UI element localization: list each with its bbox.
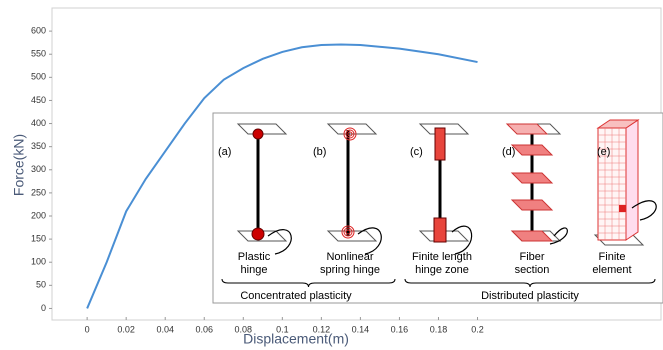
- x-tick-label: 0.2: [471, 324, 484, 334]
- element-cell: [619, 205, 626, 212]
- y-tick-label: 400: [31, 118, 46, 128]
- y-tick-label: 250: [31, 187, 46, 197]
- plate: [236, 123, 288, 135]
- arrow: [357, 227, 382, 255]
- y-tick-label: 500: [31, 72, 46, 82]
- element-top: [596, 119, 640, 129]
- element-side: [625, 119, 639, 241]
- spring: [345, 229, 351, 235]
- panel-caption: Finite length: [412, 251, 472, 263]
- panel-caption: Plastic: [238, 251, 271, 263]
- y-axis-label: Force(kN): [11, 134, 27, 196]
- x-tick-label: 0.18: [430, 324, 448, 334]
- fiber-section: [510, 144, 554, 156]
- y-tick-label: 0: [41, 303, 46, 313]
- spring: [343, 227, 353, 237]
- x-tick-label: 0.06: [195, 324, 213, 334]
- panel-tag: (b): [313, 146, 326, 158]
- panel-tag: (d): [502, 146, 515, 158]
- y-tick-label: 450: [31, 95, 46, 105]
- fiber-section: [505, 123, 549, 135]
- y-tick-label: 200: [31, 210, 46, 220]
- x-tick-label: 0.02: [117, 324, 135, 334]
- panel-caption: section: [515, 264, 550, 276]
- arrow: [451, 225, 473, 255]
- spring: [343, 127, 357, 141]
- fiber-section: [510, 172, 554, 184]
- y-tick-label: 350: [31, 141, 46, 151]
- y-tick-label: 600: [31, 25, 46, 35]
- fiber-section: [510, 230, 554, 242]
- panel-caption: hinge zone: [415, 264, 469, 276]
- spring: [345, 129, 355, 139]
- x-tick-label: 0.04: [156, 324, 174, 334]
- arrow: [549, 227, 568, 245]
- panel-caption: Finite: [599, 251, 626, 263]
- x-tick-label: 0.08: [235, 324, 253, 334]
- spring: [347, 131, 353, 137]
- arrow: [631, 200, 657, 221]
- panel-caption: Fiber: [519, 251, 544, 263]
- hinge: [252, 128, 264, 140]
- hinge: [251, 227, 265, 241]
- panel-tag: (c): [410, 146, 423, 158]
- y-tick-label: 50: [36, 280, 46, 290]
- x-tick-label: 0.1: [276, 324, 289, 334]
- brace: [221, 278, 396, 288]
- fiber-section: [510, 199, 554, 211]
- brace: [404, 278, 656, 288]
- group-label: Concentrated plasticity: [240, 290, 352, 302]
- y-tick-label: 100: [31, 257, 46, 267]
- spring: [341, 225, 355, 239]
- x-tick-label: 0.16: [391, 324, 409, 334]
- data-line: [86, 43, 478, 309]
- group-label: Distributed plasticity: [481, 290, 579, 302]
- x-tick-label: 0.12: [313, 324, 331, 334]
- panel-caption: spring hinge: [320, 264, 380, 276]
- panel-tag: (a): [218, 146, 231, 158]
- x-tick-label: 0.14: [352, 324, 370, 334]
- x-tick-label: 0: [85, 324, 90, 334]
- hinge-zone: [433, 217, 447, 243]
- y-tick-label: 300: [31, 164, 46, 174]
- x-axis-label: Displacement(m): [243, 331, 349, 347]
- y-tick-label: 550: [31, 49, 46, 59]
- hinge-zone: [434, 127, 446, 161]
- plate: [326, 123, 378, 135]
- panel-tag: (e): [597, 146, 610, 158]
- arrow: [267, 229, 292, 255]
- panel-caption: Nonlinear: [326, 251, 373, 263]
- y-tick-label: 150: [31, 233, 46, 243]
- panel-caption: element: [592, 264, 631, 276]
- panel-caption: hinge: [241, 264, 268, 276]
